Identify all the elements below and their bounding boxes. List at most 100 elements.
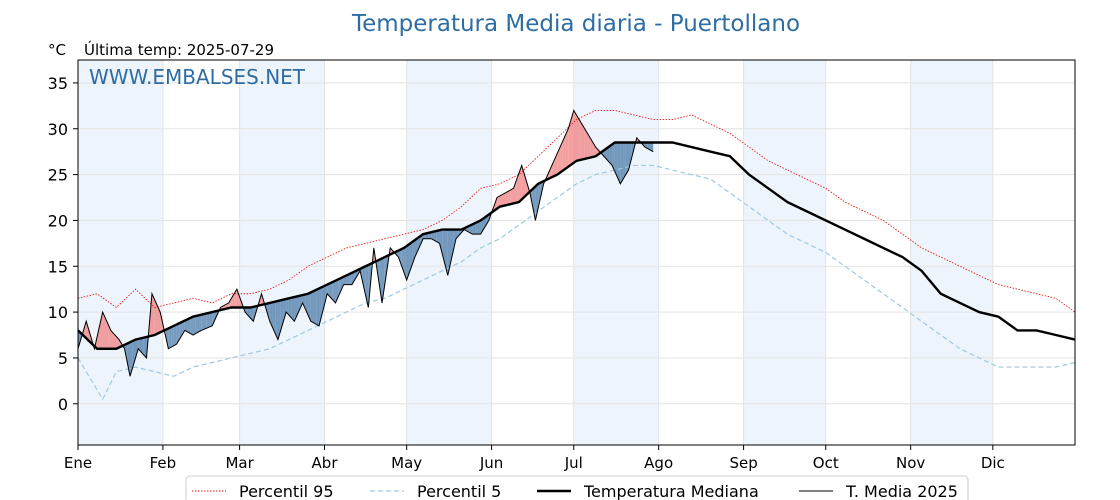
anomaly-fill-below <box>382 257 385 303</box>
anomaly-fill-below <box>340 276 344 291</box>
anomaly-fill-below <box>398 249 402 265</box>
anomaly-fill-below <box>483 216 487 230</box>
legend-label-p5: Percentil 5 <box>417 482 501 500</box>
anomaly-fill-below <box>450 229 454 264</box>
anomaly-fill-above <box>97 324 100 349</box>
x-tick-label-jul: Jul <box>564 454 583 472</box>
anomaly-fill-above <box>557 147 561 175</box>
anomaly-fill-below <box>195 315 199 334</box>
anomaly-fill-below <box>313 289 317 325</box>
anomaly-fill-below <box>316 288 320 326</box>
anomaly-fill-below <box>275 300 278 340</box>
anomaly-fill-above <box>584 128 588 159</box>
anomaly-fill-below <box>477 220 481 235</box>
anomaly-fill-below <box>308 292 311 322</box>
anomaly-fill-below <box>168 327 172 349</box>
anomaly-fill-below <box>179 321 183 340</box>
anomaly-fill-below <box>190 316 194 335</box>
anomaly-fill-below <box>614 142 618 178</box>
legend-box <box>185 475 969 500</box>
anomaly-fill-below <box>140 337 144 355</box>
anomaly-fill-above <box>579 119 582 161</box>
anomaly-fill-above <box>510 188 514 205</box>
x-axis-ticks: Ene Feb Mar Abr May Jun Jul Ago Sep Oct Nov Dic <box>64 445 1005 472</box>
anomaly-fill-below <box>329 281 333 300</box>
anomaly-fill-below <box>283 298 287 322</box>
legend: Percentil 95 Percentil 5 Temperatura Med… <box>185 475 969 500</box>
anomaly-fill-above <box>576 115 580 161</box>
anomaly-fill-below <box>346 274 350 285</box>
anomaly-fill-below <box>299 295 303 310</box>
anomaly-fill-below <box>447 229 451 276</box>
anomaly-fill-below <box>620 142 624 184</box>
anomaly-fill-above <box>83 321 87 339</box>
y-tick-label: 35 <box>48 74 68 93</box>
anomaly-fill-below <box>127 342 131 377</box>
y-tick-label: 25 <box>48 166 68 185</box>
anomaly-fill-above <box>513 180 517 204</box>
anomaly-fill-below <box>406 243 410 280</box>
anomaly-fill-above <box>551 159 555 178</box>
y-tick-label: 30 <box>48 120 68 139</box>
anomaly-fill-below <box>132 339 136 368</box>
anomaly-fill-below <box>286 298 289 316</box>
anomaly-fill-above <box>102 312 106 349</box>
anomaly-fill-above <box>560 140 563 173</box>
anomaly-fill-above <box>108 324 111 349</box>
anomaly-fill-below <box>439 229 443 255</box>
anomaly-fill-below <box>135 338 139 358</box>
anomaly-fill-below <box>436 230 440 244</box>
y-tick-label: 15 <box>48 257 68 276</box>
anomaly-fill-above <box>154 299 158 335</box>
anomaly-fill-below <box>212 311 215 326</box>
series-lines <box>77 109 1076 401</box>
anomaly-fill-below <box>434 230 437 242</box>
anomaly-fill-below <box>324 284 328 305</box>
anomaly-fill-below <box>327 283 330 297</box>
anomaly-fill-above <box>86 321 89 341</box>
anomaly-fill-above <box>228 298 232 309</box>
anomaly-fill-above <box>151 293 155 336</box>
month-band-nov <box>910 60 993 445</box>
anomaly-fill-below <box>277 300 281 340</box>
anomaly-fill-below <box>245 307 248 316</box>
anomaly-fill-below <box>409 242 413 273</box>
month-band-jul <box>573 60 659 445</box>
anomaly-fill-below <box>362 266 366 296</box>
anomaly-fill-above <box>236 289 240 308</box>
anomaly-fill-above <box>157 305 161 334</box>
x-tick-label-sep: Sep <box>729 454 757 472</box>
y-tick-label: 20 <box>48 211 68 230</box>
anomaly-fill-above <box>524 174 528 197</box>
anomaly-fill-below <box>272 301 276 334</box>
anomaly-fill-below <box>310 291 314 323</box>
series-line-t-media-2025 <box>77 109 654 377</box>
anomaly-fill-above <box>562 134 566 171</box>
x-tick-label-jun: Jun <box>479 454 503 472</box>
anomaly-fill-above <box>502 192 506 207</box>
anomaly-fill-below <box>617 142 621 184</box>
anomaly-fill-below <box>302 294 306 310</box>
x-tick-label-abr: Abr <box>312 454 339 472</box>
anomaly-fill-below <box>349 272 352 285</box>
legend-label-median: Temperatura Mediana <box>583 482 759 500</box>
anomaly-fill-below <box>288 297 292 319</box>
anomaly-fill-below <box>321 285 325 316</box>
anomaly-fill-above <box>497 195 500 209</box>
chart-subtitle: Última temp: 2025-07-29 <box>84 40 274 59</box>
y-tick-label: 10 <box>48 303 68 322</box>
x-tick-label-mar: Mar <box>225 454 254 472</box>
anomaly-fill-above <box>113 333 117 349</box>
anomaly-fill-below <box>173 324 177 346</box>
anomaly-fill-below <box>184 319 188 332</box>
x-tick-label-ene: Ene <box>64 454 92 472</box>
anomaly-fill-below <box>176 323 180 345</box>
anomaly-fill-above <box>549 165 552 179</box>
x-tick-label-ago: Ago <box>644 454 673 472</box>
series-line-percentil-5 <box>77 164 1076 401</box>
series-line-temperatura-mediana <box>77 141 1076 350</box>
anomaly-fill-above <box>581 124 585 160</box>
anomaly-fill-below <box>130 340 133 377</box>
